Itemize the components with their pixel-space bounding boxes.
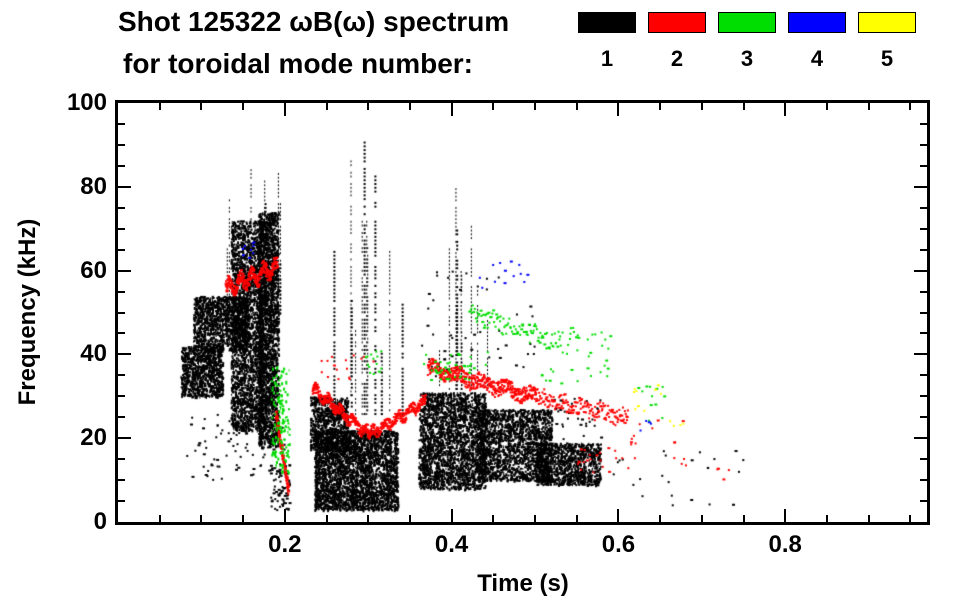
legend-label: 1 [600,46,614,71]
x-tick-label: 0.8 [768,531,802,558]
legend-swatch [648,12,706,33]
chart-title: Shot 125322 ωB(ω) spectrum [118,6,510,37]
y-tick-label: 60 [80,256,107,284]
x-axis-title: Time (s) [477,570,569,597]
x-tick-label: 0.6 [601,531,636,558]
x-tick-label: 0.4 [434,531,469,558]
legend-entry: 2 [648,12,706,72]
legend-label: 2 [670,46,684,71]
chart-subtitle: for toroidal mode number: [123,48,473,79]
y-tick-label: 20 [80,424,107,452]
y-tick-label: 100 [66,89,107,116]
legend-swatch [578,12,636,33]
legend-label: 5 [880,46,894,71]
legend-entry: 3 [718,12,776,72]
legend-swatch [858,12,916,33]
legend: 1 2 3 4 5 [578,12,916,72]
legend-entry: 4 [788,12,846,72]
y-tick-label: 0 [93,508,107,535]
legend-swatch [718,12,776,33]
y-tick-label: 80 [80,172,107,200]
y-axis-title: Frequency (kHz) [14,218,41,406]
legend-entry: 5 [858,12,916,72]
legend-label: 4 [810,46,824,71]
scatter-canvas [118,103,927,522]
x-tick-label: 0.2 [268,531,302,558]
legend-swatch [788,12,846,33]
y-tick-label: 40 [80,340,107,368]
legend-label: 3 [740,46,754,71]
legend-entry: 1 [578,12,636,72]
plot-area [115,100,930,525]
